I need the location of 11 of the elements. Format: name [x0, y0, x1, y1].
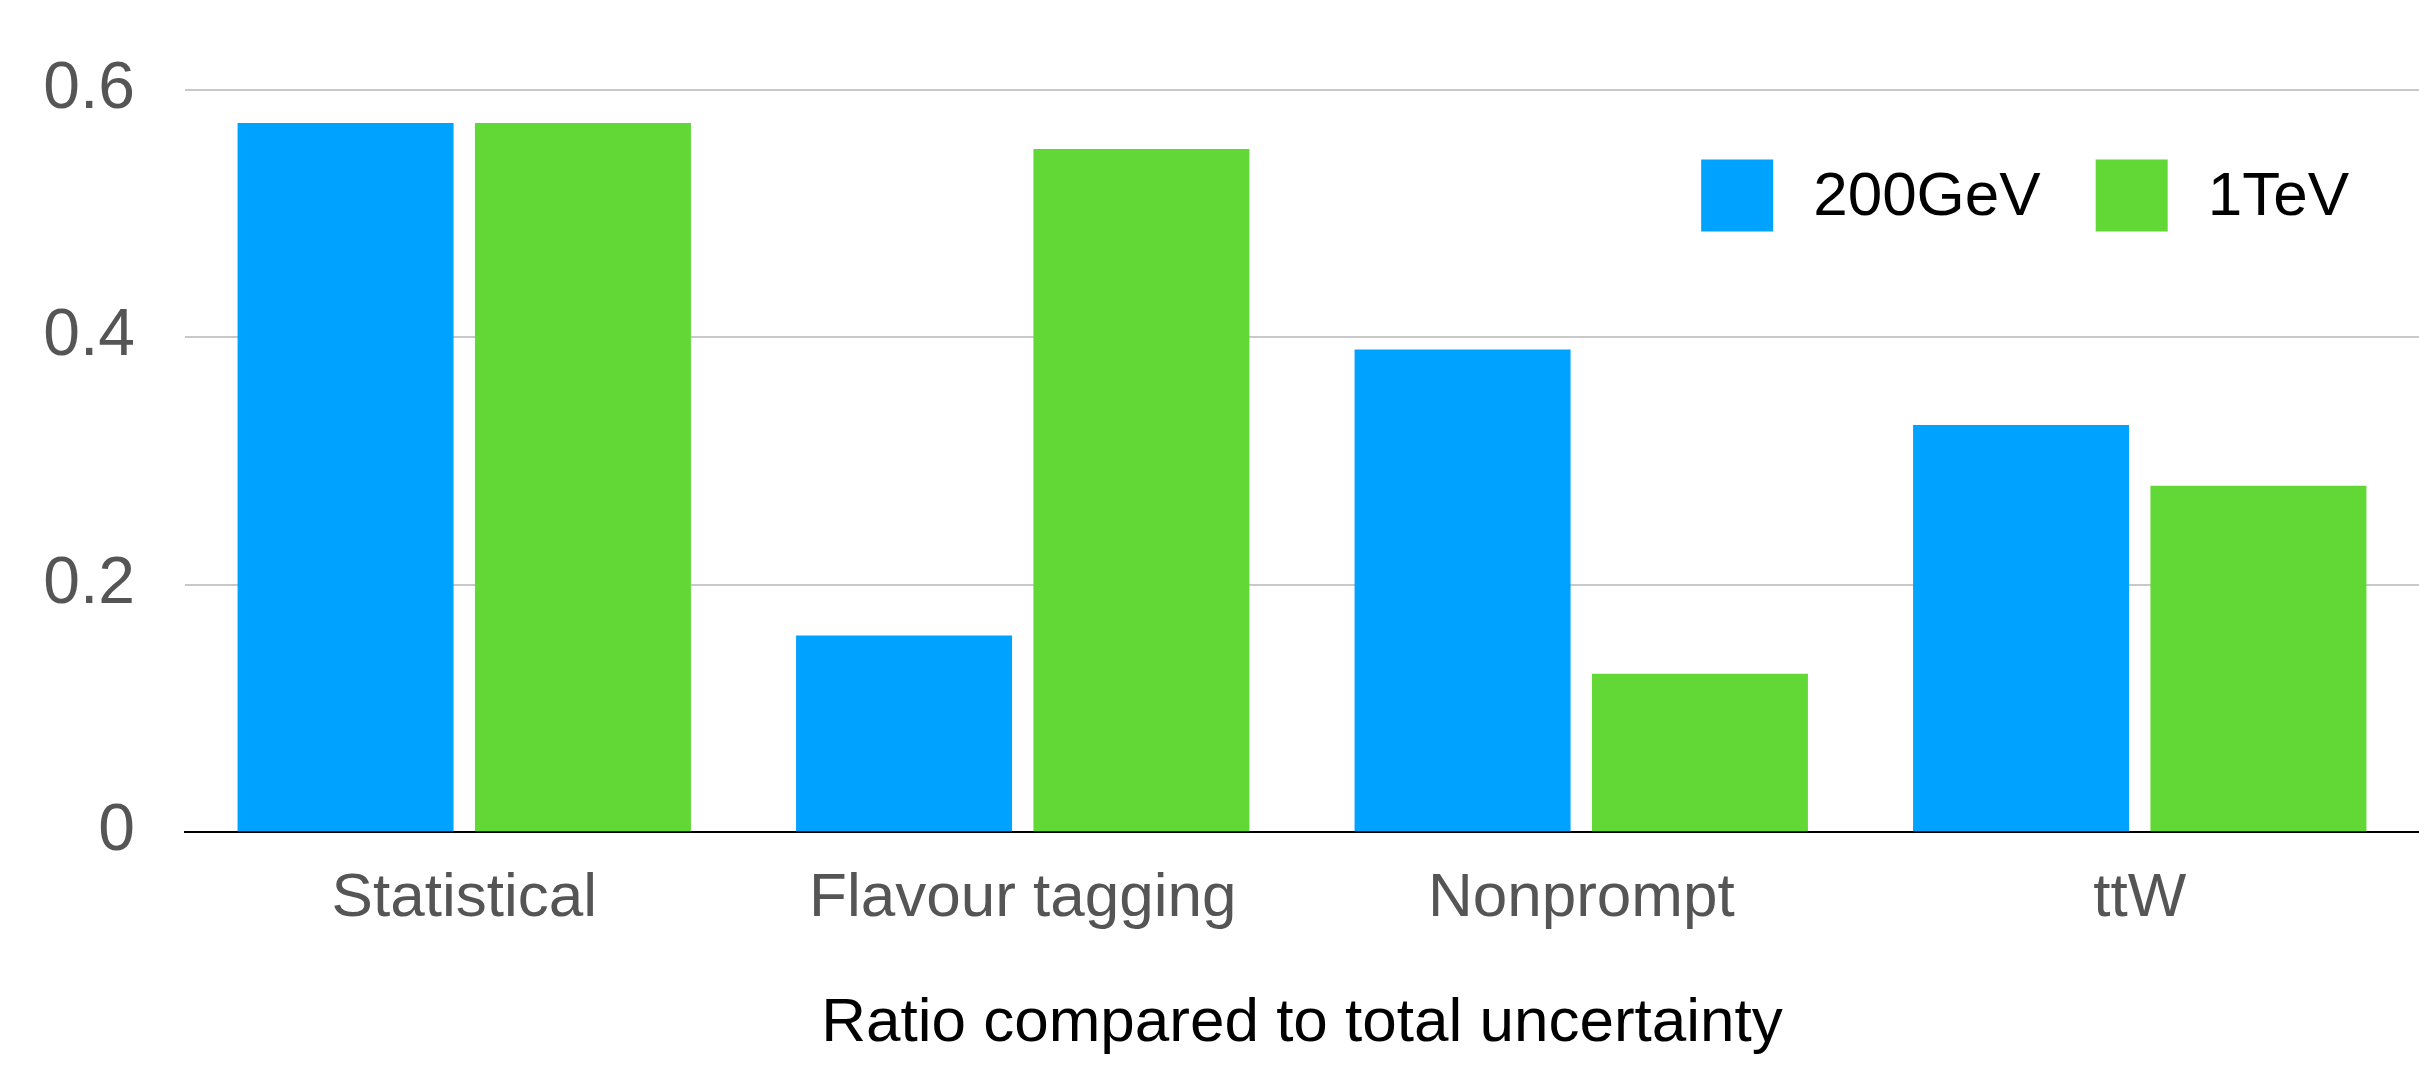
- x-tick-label: ttW: [2093, 860, 2187, 930]
- x-tick-label: Statistical: [331, 860, 597, 930]
- legend-label: 200GeV: [1813, 158, 2042, 228]
- x-axis-title: Ratio compared to total uncertainty: [821, 984, 1783, 1054]
- y-tick-label: 0.6: [43, 47, 135, 122]
- y-tick-label: 0.2: [43, 542, 135, 617]
- y-tick-label: 0.4: [43, 295, 135, 370]
- x-tick-label: Flavour tagging: [809, 860, 1237, 930]
- legend-label: 1TeV: [2207, 158, 2350, 228]
- x-tick-label: Nonprompt: [1427, 860, 1735, 930]
- y-tick-label: 0: [98, 790, 135, 865]
